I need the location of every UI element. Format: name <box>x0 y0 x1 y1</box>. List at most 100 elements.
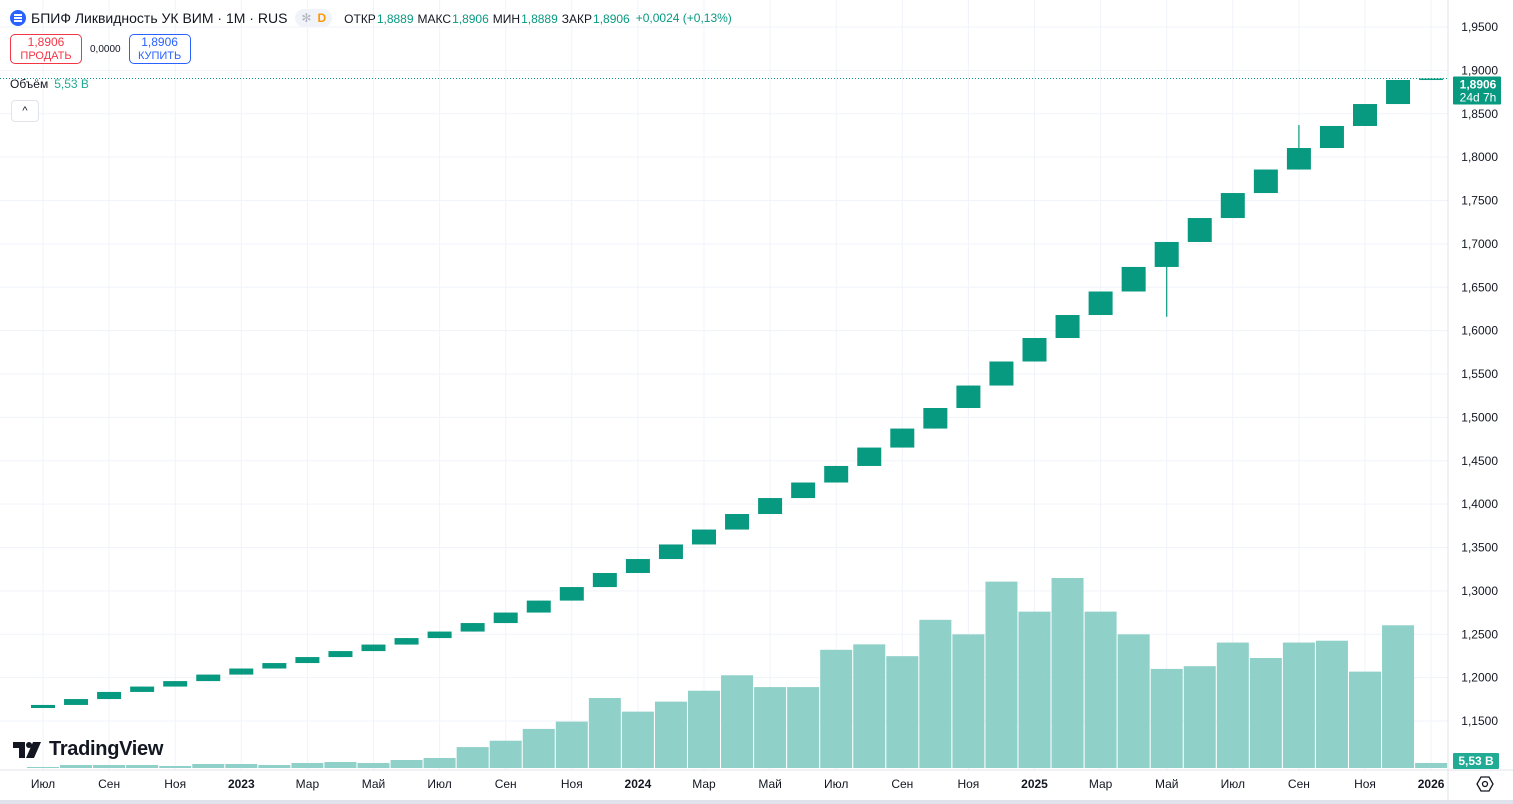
volume-bar <box>555 721 588 768</box>
volume-bar <box>159 766 192 768</box>
spread-value: 0,0000 <box>90 43 121 55</box>
bar-countdown: 24d 7h <box>1460 91 1497 105</box>
volume-bar <box>1415 762 1448 768</box>
time-tick-label: Май <box>362 777 386 791</box>
candle-body <box>791 482 816 499</box>
logo-text: TradingView <box>49 738 164 760</box>
candle-body <box>295 657 320 664</box>
time-tick-label: Июл <box>824 777 848 791</box>
candle-body <box>758 498 783 515</box>
market-status-badge[interactable]: ✻ D <box>295 9 333 27</box>
symbol-logo-icon <box>10 10 26 26</box>
volume-bar <box>1183 666 1216 768</box>
volume-bar <box>1051 578 1084 768</box>
ohlc-value: 1,8906 <box>452 11 489 26</box>
trade-panel: 1,8906 ПРОДАТЬ 0,0000 1,8906 КУПИТЬ <box>10 34 191 64</box>
price-tick-label: 1,3500 <box>1461 541 1498 555</box>
tradingview-logo-icon <box>13 741 41 758</box>
price-tick-label: 1,6000 <box>1461 324 1498 338</box>
symbol-title[interactable]: БПИФ Ликвидность УК ВИМ · 1M · RUS <box>31 10 288 26</box>
volume-bar <box>291 763 324 768</box>
bottom-border <box>0 800 1513 804</box>
price-tick-label: 1,8500 <box>1461 107 1498 121</box>
candle-body <box>262 663 287 669</box>
ohlc-label: ОТКР <box>344 11 376 26</box>
price-tick-label: 1,5000 <box>1461 410 1498 424</box>
volume-bar <box>919 619 952 768</box>
price-tick-label: 1,2500 <box>1461 627 1498 641</box>
volume-bar <box>390 760 423 768</box>
ohlc-label: ЗАКР <box>561 11 593 26</box>
buy-button[interactable]: 1,8906 КУПИТЬ <box>128 34 191 64</box>
collapse-legend-button[interactable]: ^ <box>11 100 39 122</box>
candle-body <box>1253 169 1278 194</box>
price-tick-label: 1,9500 <box>1461 20 1498 34</box>
candle-body <box>361 644 386 652</box>
candle-body <box>1187 218 1212 242</box>
ohlc-value: 1,8889 <box>521 11 558 26</box>
volume-bar <box>93 765 126 768</box>
candle-body <box>394 638 419 645</box>
price-tick-label: 1,7500 <box>1461 194 1498 208</box>
time-tick-label: Ноя <box>1354 777 1376 791</box>
volume-legend[interactable]: Объём 5,53 B <box>10 77 89 91</box>
chart-settings-button[interactable] <box>1474 773 1496 795</box>
volume-bar <box>60 765 93 768</box>
volume-bar <box>192 764 225 768</box>
asterisk-icon: ✻ <box>301 11 312 25</box>
price-tick-label: 1,5500 <box>1461 367 1498 381</box>
volume-bar <box>621 711 654 768</box>
buy-price: 1,8906 <box>141 35 178 49</box>
time-tick-label: Июл <box>1221 777 1245 791</box>
candle-body <box>692 529 716 545</box>
time-tick-label: 2026 <box>1418 777 1445 791</box>
ohlc-label: МАКС <box>417 11 452 26</box>
candle-body <box>460 623 485 632</box>
price-tick-label: 1,8000 <box>1461 150 1498 164</box>
candle-body <box>196 674 221 682</box>
price-tick-label: 1,4500 <box>1461 454 1498 468</box>
last-price-badge <box>1453 76 1501 105</box>
time-tick-label: Сен <box>1288 777 1310 791</box>
volume-value-badge <box>1453 753 1499 769</box>
candle-body <box>625 559 650 574</box>
candle-body <box>956 385 981 409</box>
candle-body <box>97 691 122 700</box>
time-tick-label: Май <box>1155 777 1179 791</box>
time-tick-label: Ноя <box>957 777 979 791</box>
time-tick-label: 2025 <box>1021 777 1048 791</box>
delayed-data-letter: D <box>317 11 327 25</box>
candle-body <box>857 447 882 466</box>
candle-body <box>31 704 55 708</box>
time-tick-label: Сен <box>495 777 517 791</box>
volume-bar <box>886 656 919 768</box>
sell-price: 1,8906 <box>27 35 65 49</box>
time-tick-label: Сен <box>98 777 120 791</box>
volume-bar <box>754 687 787 768</box>
volume-bar <box>1382 625 1415 768</box>
last-price-value: 1,8906 <box>1460 78 1497 92</box>
volume-bar <box>985 581 1018 768</box>
candle-body <box>1121 266 1146 292</box>
price-tick-label: 1,9000 <box>1461 63 1498 77</box>
volume-axis-value: 5,53 B <box>1458 754 1494 768</box>
sell-label: ПРОДАТЬ <box>20 50 72 62</box>
volume-bar <box>688 690 720 768</box>
volume-bar <box>853 644 886 768</box>
volume-bar <box>1282 642 1315 768</box>
volume-bar <box>456 747 489 768</box>
volume-bar <box>258 765 291 768</box>
candle-body <box>658 544 683 560</box>
sell-button[interactable]: 1,8906 ПРОДАТЬ <box>10 34 82 64</box>
candle-body <box>64 699 89 705</box>
price-tick-label: 1,3000 <box>1461 584 1498 598</box>
candle-body <box>1353 104 1377 126</box>
ohlc-value: 1,8906 <box>593 11 630 26</box>
candle-body <box>163 681 188 687</box>
time-tick-label: Мар <box>692 777 716 791</box>
volume-bar <box>952 634 985 768</box>
volume-bar <box>1216 642 1249 768</box>
price-tick-label: 1,2000 <box>1461 671 1498 685</box>
tradingview-logo[interactable]: TradingView <box>13 738 163 761</box>
